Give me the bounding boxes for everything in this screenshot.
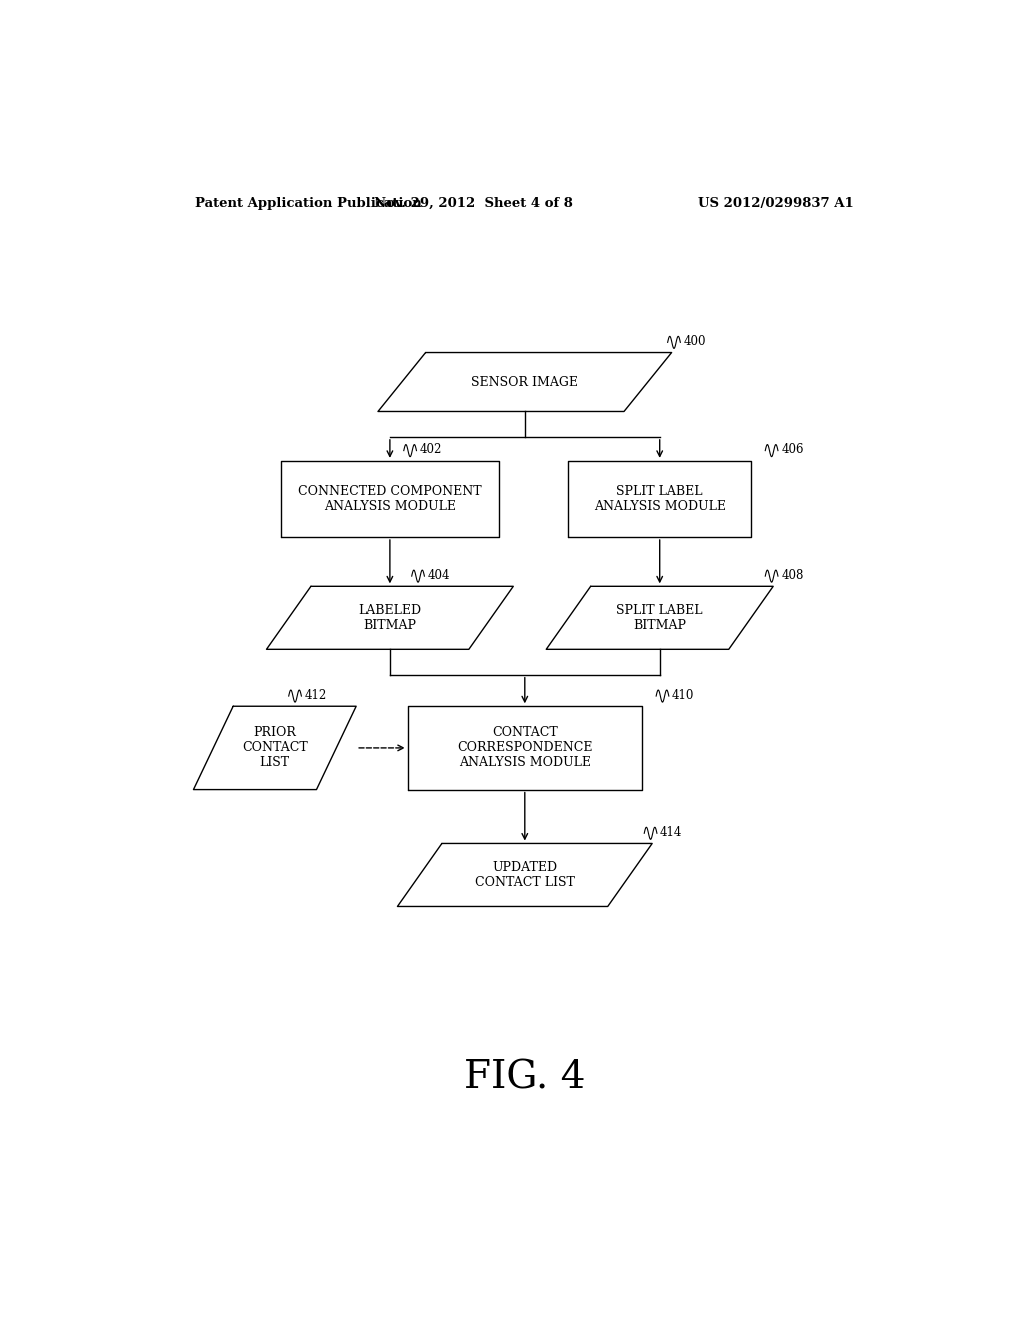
Text: US 2012/0299837 A1: US 2012/0299837 A1	[698, 197, 854, 210]
Text: LABELED
BITMAP: LABELED BITMAP	[358, 603, 422, 632]
Text: SPLIT LABEL
BITMAP: SPLIT LABEL BITMAP	[616, 603, 702, 632]
Text: 414: 414	[660, 826, 682, 838]
Text: SENSOR IMAGE: SENSOR IMAGE	[471, 375, 579, 388]
Text: 402: 402	[420, 444, 442, 457]
Text: 410: 410	[672, 689, 694, 701]
Text: UPDATED
CONTACT LIST: UPDATED CONTACT LIST	[475, 861, 574, 888]
Text: CONNECTED COMPONENT
ANALYSIS MODULE: CONNECTED COMPONENT ANALYSIS MODULE	[298, 484, 481, 513]
Text: Nov. 29, 2012  Sheet 4 of 8: Nov. 29, 2012 Sheet 4 of 8	[374, 197, 572, 210]
Text: 404: 404	[428, 569, 451, 582]
Text: CONTACT
CORRESPONDENCE
ANALYSIS MODULE: CONTACT CORRESPONDENCE ANALYSIS MODULE	[457, 726, 593, 770]
Text: 412: 412	[304, 689, 327, 701]
Text: 406: 406	[781, 444, 804, 457]
Text: 400: 400	[684, 335, 706, 348]
Text: SPLIT LABEL
ANALYSIS MODULE: SPLIT LABEL ANALYSIS MODULE	[594, 484, 726, 513]
Text: PRIOR
CONTACT
LIST: PRIOR CONTACT LIST	[242, 726, 307, 770]
Text: Patent Application Publication: Patent Application Publication	[196, 197, 422, 210]
Text: FIG. 4: FIG. 4	[464, 1060, 586, 1097]
Text: 408: 408	[781, 569, 804, 582]
